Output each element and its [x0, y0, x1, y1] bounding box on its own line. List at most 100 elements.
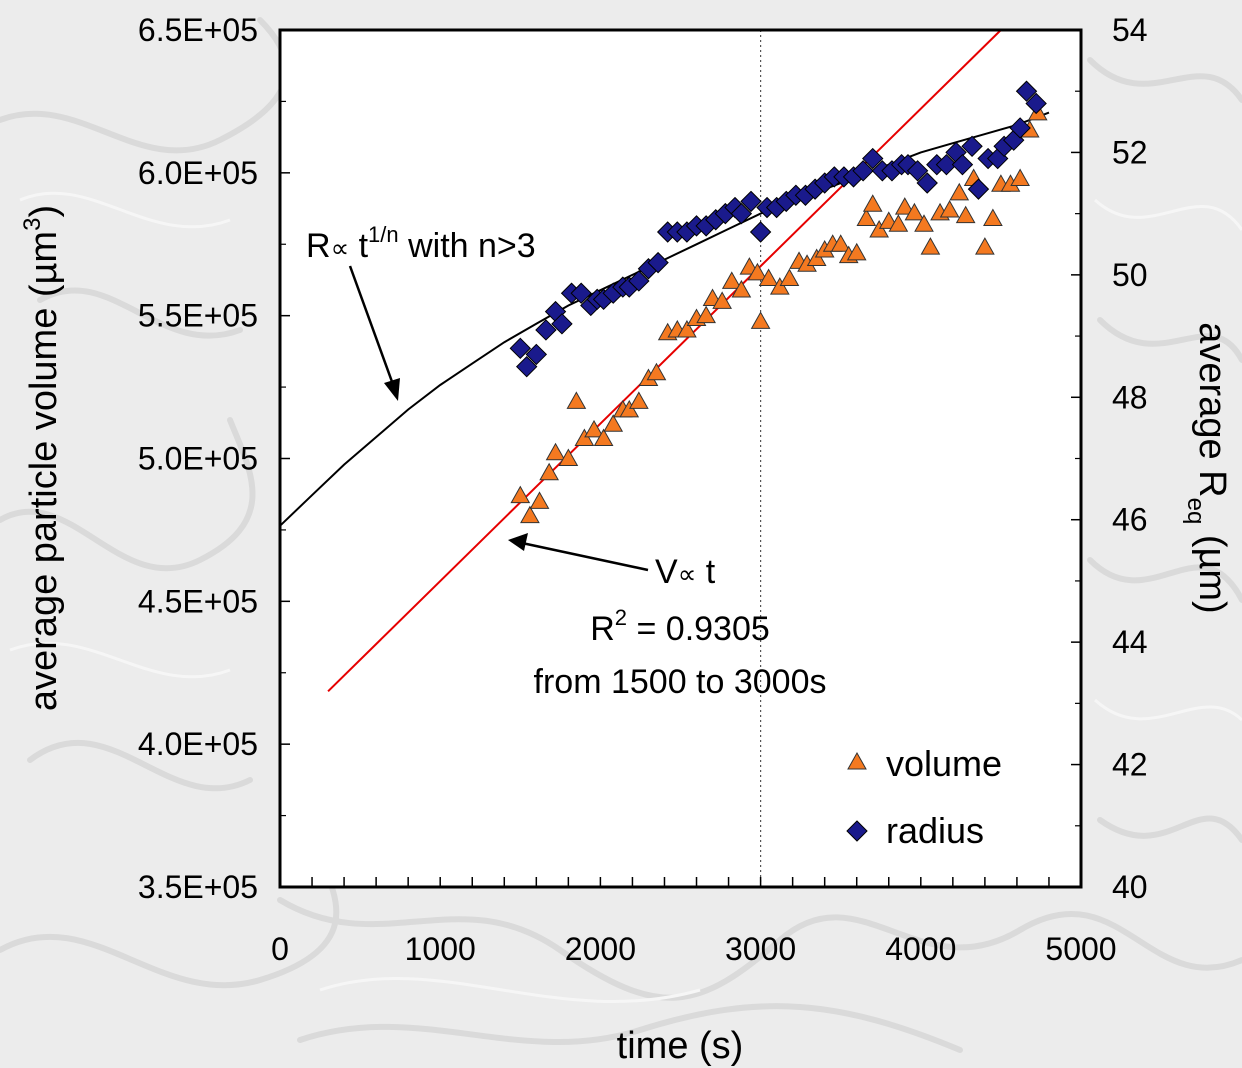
- volume-point: [566, 391, 587, 409]
- x-tick-labels: 0 1000 2000 3000 4000 5000: [271, 931, 1116, 967]
- y-left-tick-label: 5.0E+05: [138, 441, 258, 477]
- volume-point: [914, 214, 934, 232]
- y-left-tick-label: 4.0E+05: [138, 726, 258, 762]
- power-law-arrowhead: [384, 378, 400, 401]
- volume-point: [510, 485, 531, 504]
- radius-point: [647, 251, 669, 274]
- x-tick-label: 3000: [725, 931, 796, 967]
- volume-point: [721, 271, 742, 289]
- volume-point: [955, 205, 976, 224]
- radius-point: [935, 153, 958, 176]
- linear-fit-line: [327, 29, 1002, 693]
- y-left-tick-label: 6.5E+05: [138, 12, 258, 48]
- volume-series: [510, 102, 1048, 524]
- x-tick-label: 5000: [1045, 931, 1116, 967]
- volume-point: [758, 268, 779, 287]
- linear-fit-group: [327, 29, 1002, 693]
- volume-point: [846, 242, 867, 261]
- x-tick-label: 4000: [885, 931, 956, 967]
- y-left-axis-label: average particle volume (µm3): [19, 205, 65, 711]
- radius-point: [916, 172, 938, 194]
- plot-frame: [278, 28, 1083, 889]
- volume-point: [696, 305, 716, 324]
- radius-point: [967, 178, 990, 200]
- linear-arrow: [521, 541, 649, 572]
- volume-point: [603, 414, 624, 432]
- y-right-tick-label: 48: [1112, 379, 1148, 415]
- volume-point: [920, 237, 941, 255]
- fit-range-annotation: from 1500 to 3000s: [534, 663, 827, 701]
- radius-point: [551, 313, 573, 335]
- volume-point: [1010, 168, 1030, 187]
- legend-volume-label: volume: [886, 743, 1002, 784]
- volume-point: [584, 419, 604, 438]
- y-left-tick-label: 6.0E+05: [138, 155, 258, 191]
- volume-point: [939, 199, 960, 218]
- y-right-tick-label: 50: [1112, 257, 1148, 293]
- y-right-tick-label: 52: [1112, 134, 1148, 170]
- volume-point: [779, 268, 800, 287]
- volume-point: [806, 248, 827, 267]
- volume-point: [862, 194, 883, 212]
- volume-point: [983, 208, 1003, 227]
- legend-radius-marker: [846, 820, 868, 842]
- volume-point: [520, 505, 540, 524]
- radius-point: [749, 221, 772, 243]
- radius-point: [852, 160, 874, 182]
- volume-point: [975, 237, 995, 255]
- volume-point: [769, 277, 790, 295]
- volume-point: [830, 234, 851, 252]
- volume-point: [574, 428, 595, 447]
- radius-point: [516, 355, 538, 378]
- volume-point: [731, 279, 752, 298]
- volume-point: [545, 442, 566, 461]
- volume-point: [619, 399, 640, 418]
- radius-point: [730, 202, 753, 225]
- radius-point: [628, 270, 650, 292]
- volume-point: [856, 208, 877, 227]
- volume-point: [904, 202, 925, 221]
- y-right-tick-label: 54: [1112, 12, 1148, 48]
- volume-point: [869, 219, 890, 238]
- volume-point: [888, 214, 909, 232]
- linear-annotation: V∝ t: [655, 553, 716, 591]
- power-law-arrow: [348, 265, 397, 391]
- radius-point: [906, 160, 929, 182]
- radius-point: [951, 153, 974, 176]
- radius-point: [740, 190, 762, 213]
- radius-point: [1009, 117, 1031, 139]
- volume-point: [712, 291, 733, 309]
- radius-point: [570, 282, 592, 304]
- x-axis-label: time (s): [617, 1025, 744, 1067]
- volume-point: [628, 391, 649, 409]
- x-tick-label: 1000: [405, 931, 476, 967]
- y-right-tick-label: 46: [1112, 502, 1148, 538]
- radius-point: [535, 319, 557, 341]
- volume-point: [677, 319, 697, 338]
- y-left-tick-label: 5.5E+05: [138, 298, 258, 334]
- volume-point: [539, 462, 559, 481]
- power-law-annotation: R∝ t1/n with n>3: [306, 222, 536, 265]
- r-squared-annotation: R2 = 0.9305: [590, 605, 770, 648]
- volume-point: [750, 311, 771, 329]
- volume-point: [529, 491, 550, 509]
- y-right-axis-label: average Req (µm): [1182, 322, 1233, 613]
- y-left-tick-labels: 3.5E+05 4.0E+05 4.5E+05 5.0E+05 5.5E+05 6.0E+…: [138, 12, 258, 905]
- y-left-tick-label: 4.5E+05: [138, 583, 258, 619]
- volume-point: [558, 448, 579, 466]
- radius-point: [961, 135, 983, 158]
- y-right-tick-labels: 40 42 44 46 48 50 52 54: [1112, 12, 1148, 905]
- linear-arrowhead: [508, 533, 528, 551]
- y-right-tick-label: 42: [1112, 747, 1148, 783]
- legend: volume radius: [846, 743, 1002, 851]
- radius-point: [525, 343, 548, 366]
- legend-radius-label: radius: [886, 810, 984, 851]
- y-right-tick-label: 44: [1112, 624, 1148, 660]
- radius-point: [1015, 80, 1038, 102]
- radius-series: [509, 80, 1047, 378]
- volume-point: [949, 182, 970, 201]
- volume-point: [747, 262, 768, 281]
- x-tick-label: 2000: [565, 931, 636, 967]
- y-right-tick-label: 40: [1112, 869, 1148, 905]
- volume-point: [894, 197, 915, 215]
